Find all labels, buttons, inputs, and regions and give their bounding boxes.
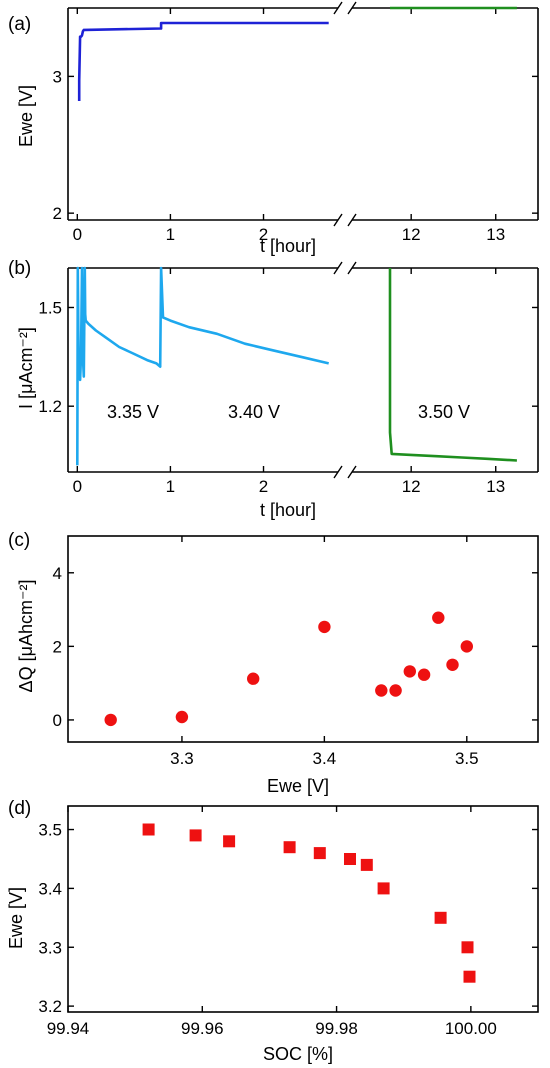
x-tick-label: 3.5 [455,749,479,768]
y-tick-label: 3.5 [38,821,62,840]
panel-b: (b) I [μAcm⁻²] t [hour] 3.35 V 3.40 V 3.… [8,258,539,520]
data-point [389,684,402,697]
axis-break-mark [333,213,343,227]
data-point [463,970,476,983]
x-tick-label: 2 [259,225,268,244]
data-point [417,668,431,681]
data-point [104,713,117,727]
data-point [360,858,373,871]
axis-break-mark [347,213,357,227]
data-point [344,853,356,865]
x-tick-label: 12 [402,225,421,244]
axis-break-mark [333,465,343,479]
panel-b-xlabel: t [hour] [260,500,316,520]
x-tick-label: 12 [402,477,421,496]
data-point [460,640,473,653]
series-line-lightblue [76,266,329,466]
y-tick-label: 4 [53,564,62,583]
x-tick-label: 99.98 [315,1019,358,1038]
data-point [461,941,474,954]
panel-d-ylabel: Ewe [V] [6,887,26,949]
x-tick-label: 99.94 [47,1019,90,1038]
data-point [175,710,189,724]
x-tick-label: 3.3 [170,749,194,768]
axis-break-mark [333,1,343,15]
panel-a-label: (a) [8,14,31,35]
data-point [377,882,390,895]
panel-d: (d) Ewe [V] SOC [%] 3.2 3.3 3.4 3.5 99.94 99.… [6,798,539,1064]
x-tick-label: 1 [166,477,175,496]
panel-c-ylabel: ΔQ [μAhcm⁻²] [16,580,36,693]
plot-frame [67,535,539,743]
data-point [223,835,236,848]
x-tick-label: 99.96 [181,1019,224,1038]
y-tick-label: 3 [53,67,62,86]
y-tick-label: 2 [53,204,62,223]
x-tick-label: 0 [73,477,82,496]
y-tick-label: 0 [53,711,62,730]
data-point [446,658,459,671]
panel-b-label: (b) [8,258,31,279]
x-tick-label: 13 [486,477,505,496]
x-tick-label: 3.4 [313,749,337,768]
panel-c: (c) ΔQ [μAhcm⁻²] Ewe [V] 0 2 4 3.3 3.4 3.5 [8,530,539,796]
annotation-3-35v: 3.35 V [107,402,159,422]
data-point [375,684,388,697]
x-tick-label: 100.00 [445,1019,497,1038]
panel-d-xlabel: SOC [%] [263,1044,333,1064]
data-point [403,665,416,678]
panel-a: (a) Ewe [V] t [hour] 230 1 2 12 13 [8,1,539,256]
plot-frame [67,805,539,1013]
series-line-blue [77,21,329,101]
panel-c-label: (c) [8,530,30,551]
data-point [189,829,202,842]
axis-break-mark [333,261,343,275]
x-tick-label: 1 [166,225,175,244]
series-line-green [388,268,517,462]
y-tick-label: 3.2 [38,997,62,1016]
data-point [432,611,445,624]
axis-break-mark [347,465,357,479]
panel-a-xlabel: t [hour] [260,236,316,256]
panel-b-ylabel: I [μAcm⁻²] [16,327,36,409]
x-tick-label: 0 [73,225,82,244]
axis-break-mark [347,261,357,275]
y-tick-label: 1.2 [38,397,62,416]
y-tick-label: 1.5 [38,298,62,317]
data-point [247,672,260,685]
annotation-3-50v: 3.50 V [418,402,470,422]
data-point [318,620,331,634]
data-point [283,841,296,854]
data-point [142,823,155,836]
panel-d-label: (d) [8,798,31,819]
data-point [434,911,447,924]
x-tick-label: 2 [259,477,268,496]
y-tick-label: 3.3 [38,938,62,957]
axis-break-mark [347,1,357,15]
y-tick-label: 2 [53,637,62,656]
x-tick-label: 13 [486,225,505,244]
annotation-3-40v: 3.40 V [228,402,280,422]
panel-c-xlabel: Ewe [V] [267,776,329,796]
panel-a-ylabel: Ewe [V] [16,85,36,147]
data-point [313,847,326,860]
y-tick-label: 3.4 [38,879,62,898]
